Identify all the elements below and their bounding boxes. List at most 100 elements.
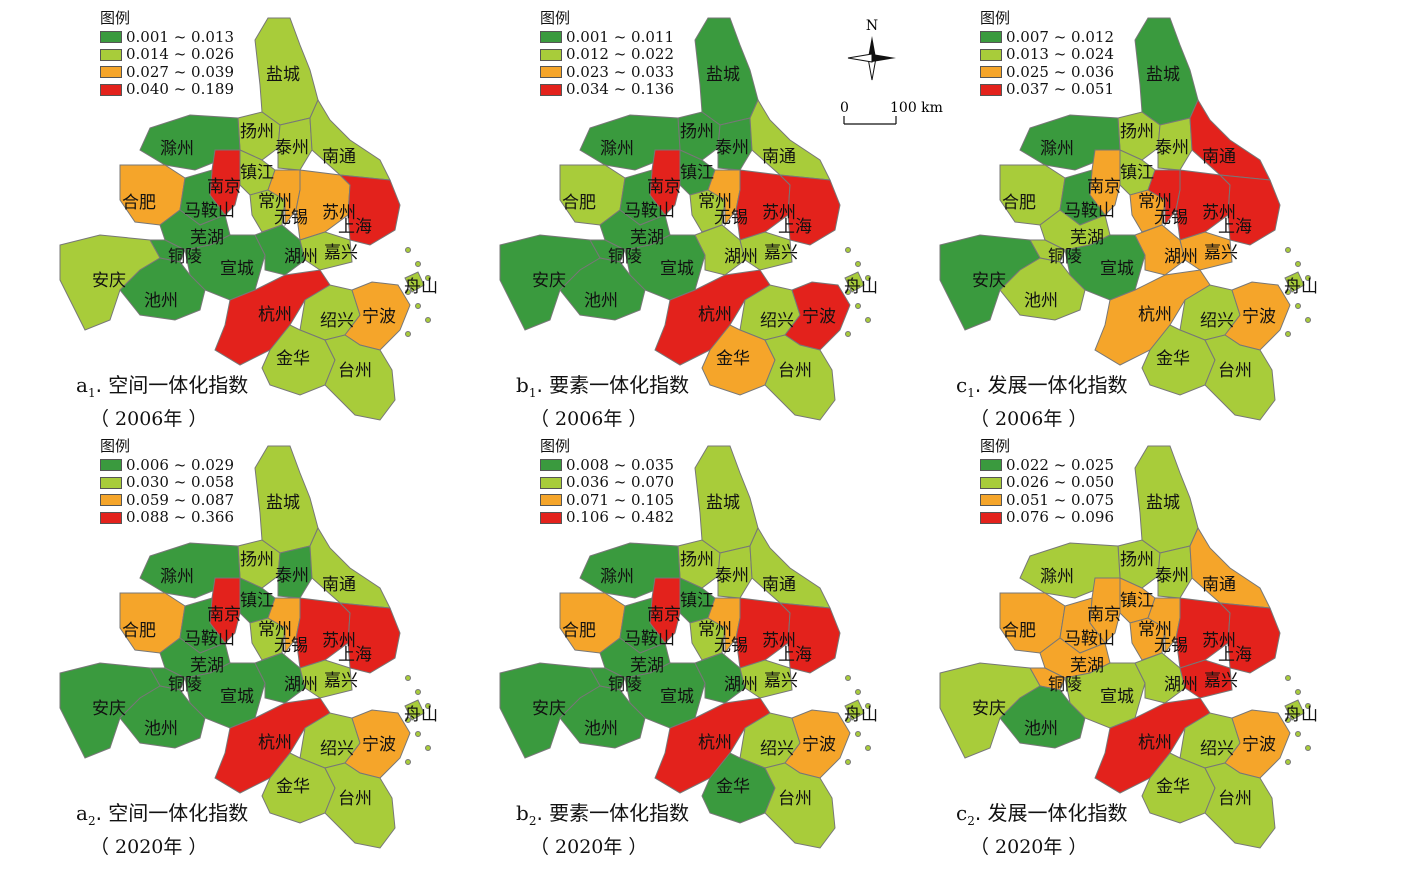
island-mark [865, 703, 871, 709]
region-台州 [1204, 762, 1276, 849]
legend-swatch [980, 83, 1002, 96]
city-label: 泰州 [275, 138, 309, 158]
map-panel-b2: 盐城 扬州 泰州 南通 滁州 南京 镇江 常州 合肥 马鞍山 无锡 苏州 上海 芜湖 铜陵 宣城 湖州 嘉兴 安庆池… [440, 428, 900, 858]
legend-item: 0.007 ~ 0.012 [980, 28, 1114, 47]
legend-swatch [980, 476, 1002, 489]
island-mark [405, 759, 411, 765]
caption-title: a2. 空间一体化指数 [76, 801, 249, 828]
legend-range: 0.012 ~ 0.022 [566, 45, 674, 63]
legend-range: 0.036 ~ 0.070 [566, 473, 674, 491]
city-label: 舟山 [1284, 277, 1318, 297]
city-label: 上海 [778, 645, 812, 665]
city-label: 宁波 [1242, 307, 1276, 327]
city-label: 杭州 [1138, 305, 1172, 325]
island-mark [855, 303, 861, 309]
panel-caption: b1. 要素一体化指数 （ 2006年 ） [516, 372, 689, 432]
map-panel-b1: 盐城 扬州 泰州 南通 滁州 南京 镇江 常州 合肥 马鞍山 无锡 苏州 上海 芜湖 铜陵 宣城 湖州 嘉兴 安庆池… [440, 0, 900, 430]
island-mark [845, 247, 851, 253]
legend-range: 0.088 ~ 0.366 [126, 508, 234, 526]
map-panel-c2: 盐城 扬州 泰州 南通 滁州 南京 镇江 常州 合肥 马鞍山 无锡 苏州 上海 芜湖 铜陵 宣城 湖州 嘉兴 安庆池… [880, 428, 1340, 858]
city-label: 滁州 [600, 139, 634, 159]
map-panel-a2: 盐城 扬州 泰州 南通 滁州 南京 镇江 常州 合肥 马鞍山 无锡 苏州 上海 芜湖 铜陵 宣城 湖州 嘉兴 安庆池… [0, 428, 460, 858]
city-label: 芜湖 [1070, 656, 1104, 676]
legend-item: 0.014 ~ 0.026 [100, 45, 234, 64]
city-label: 铜陵 [168, 247, 202, 267]
legend-item: 0.023 ~ 0.033 [540, 63, 674, 82]
island-mark [845, 331, 851, 337]
island-mark [845, 717, 851, 723]
caption-title: a1. 空间一体化指数 [76, 373, 249, 400]
legend-range: 0.027 ~ 0.039 [126, 62, 234, 81]
city-label: 滁州 [600, 567, 634, 587]
city-label: 扬州 [680, 550, 714, 570]
city-label: 上海 [338, 645, 372, 665]
city-label: 镇江 [240, 163, 274, 183]
island-mark [1295, 731, 1301, 737]
city-label: 镇江 [1120, 163, 1154, 183]
legend-range: 0.014 ~ 0.026 [126, 45, 234, 63]
caption-year: （ 2006年 ） [90, 408, 208, 430]
city-label: 苏州 [1202, 203, 1236, 223]
region-台州 [764, 762, 836, 849]
region-宁波 [1224, 281, 1291, 351]
city-label: 舟山 [1284, 705, 1318, 725]
legend-swatch [540, 31, 562, 44]
legend-item: 0.059 ~ 0.087 [100, 491, 234, 510]
legend-title: 图例 [540, 9, 571, 27]
city-label: 湖州 [284, 247, 318, 267]
city-label: 滁州 [1040, 567, 1074, 587]
city-label: 苏州 [322, 203, 356, 223]
city-label: 芜湖 [190, 228, 224, 248]
region-南通 [309, 526, 391, 609]
island-mark [415, 303, 421, 309]
city-label: 马鞍山 [624, 629, 675, 649]
legend-title: 图例 [100, 9, 131, 27]
legend: 图例 0.008 ~ 0.035 0.036 ~ 0.070 0.071 ~ 0.10… [540, 437, 674, 527]
city-label: 宁波 [802, 735, 836, 755]
city-label: 池州 [1024, 719, 1058, 739]
city-label: 镇江 [1120, 591, 1154, 611]
island-mark [865, 317, 871, 323]
legend-swatch [100, 459, 122, 472]
city-label: 铜陵 [168, 675, 202, 695]
region-上海 [1218, 174, 1281, 246]
city-label: 金华 [276, 777, 310, 797]
island-mark [405, 331, 411, 337]
legend: 图例 0.006 ~ 0.029 0.030 ~ 0.058 0.059 ~ 0.08… [100, 437, 234, 527]
island-mark [855, 689, 861, 695]
legend-range: 0.008 ~ 0.035 [566, 455, 674, 474]
legend-title: 图例 [980, 9, 1011, 27]
city-label: 滁州 [1040, 139, 1074, 159]
region-杭州 [1094, 269, 1211, 366]
city-label: 盐城 [1146, 65, 1180, 85]
city-label: 金华 [276, 349, 310, 369]
city-label: 舟山 [844, 277, 878, 297]
city-label: 绍兴 [760, 311, 794, 331]
region-台州 [324, 762, 396, 849]
region-舟山 [1284, 271, 1305, 293]
city-label: 安庆 [532, 699, 566, 719]
island-mark [1285, 247, 1291, 253]
legend-range: 0.051 ~ 0.075 [1006, 490, 1114, 509]
legend-range: 0.001 ~ 0.011 [566, 27, 674, 46]
city-label: 宣城 [1100, 687, 1134, 707]
region-舟山 [404, 699, 425, 721]
city-label: 南京 [647, 177, 681, 197]
legend-swatch [980, 494, 1002, 507]
legend-title: 图例 [980, 437, 1011, 455]
island-mark [425, 275, 431, 281]
region-台州 [324, 334, 396, 421]
island-mark [415, 261, 421, 267]
city-label: 南通 [762, 575, 796, 595]
city-label: 芜湖 [630, 228, 664, 248]
city-label: 扬州 [240, 550, 274, 570]
region-杭州 [1094, 697, 1211, 794]
caption-year: （ 2020年 ） [530, 836, 648, 858]
city-label: 池州 [584, 291, 618, 311]
city-label: 泰州 [715, 138, 749, 158]
north-label: N [866, 18, 878, 34]
island-mark [405, 247, 411, 253]
city-label: 上海 [1218, 645, 1252, 665]
